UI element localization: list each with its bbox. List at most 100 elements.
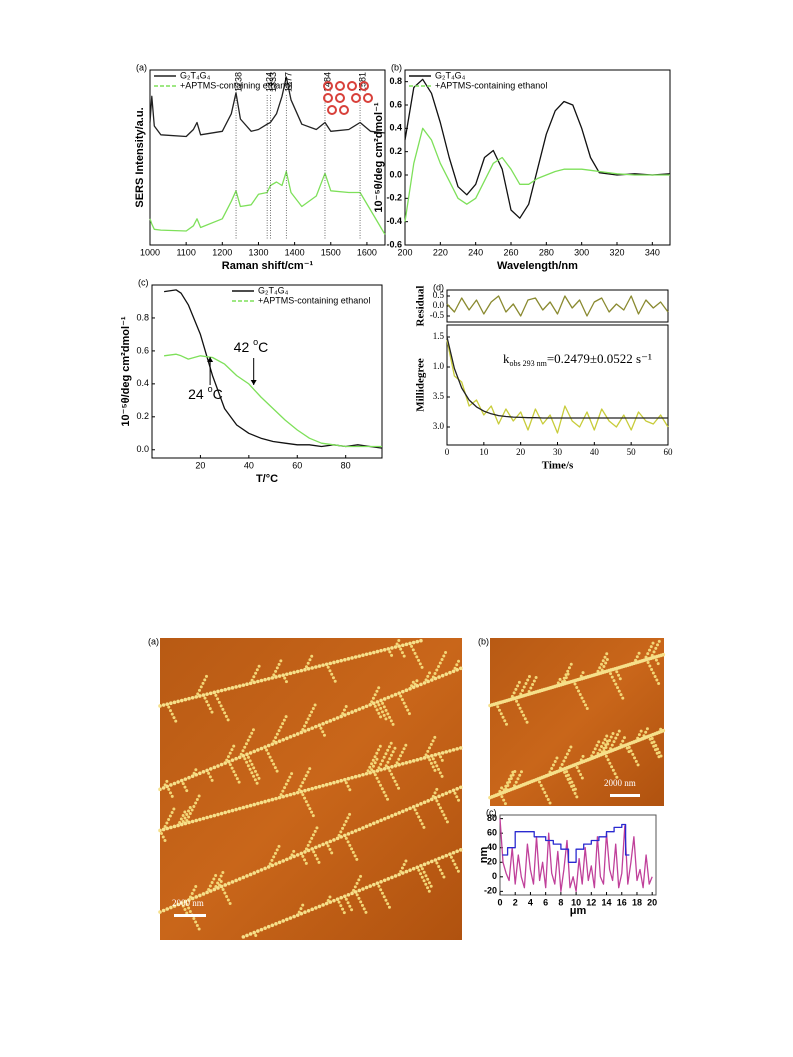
afm-dot — [308, 807, 312, 811]
afm-dot — [274, 675, 278, 679]
afm-dot — [210, 778, 214, 782]
afm-dot — [411, 680, 415, 684]
afm-dot — [389, 719, 393, 723]
afm-dot — [440, 855, 445, 859]
afm-dot — [176, 902, 180, 907]
afm-dot — [424, 753, 428, 757]
afm-dot — [348, 788, 352, 792]
afm-dot — [299, 730, 304, 735]
afm-dot — [611, 768, 615, 772]
afm-dot — [343, 833, 347, 838]
afm-dot — [339, 835, 344, 839]
afm-dot — [527, 674, 531, 678]
afm-dot — [201, 892, 206, 896]
afm-dot — [388, 715, 392, 719]
x-tick-label: 18 — [632, 897, 642, 907]
charts: 1000 1100 1200 1300 1400 1500 1600(a)Raman shi… — [120, 62, 673, 917]
afm-dot — [455, 787, 459, 791]
legend-label: +APTMS-containing ethanol — [258, 295, 370, 305]
afm-dot — [346, 840, 350, 844]
afm-dot — [408, 686, 412, 691]
afm-dot — [453, 791, 457, 795]
afm-dot — [303, 910, 307, 915]
afm-dot — [314, 785, 318, 790]
afm-dot — [400, 866, 404, 870]
afm-dot — [433, 768, 437, 772]
afm-dot — [310, 654, 314, 658]
afm-dot — [288, 735, 293, 739]
x-tick-label: 200 — [397, 247, 412, 257]
afm-dot — [237, 755, 242, 760]
afm-dot — [270, 676, 275, 680]
afm-dot — [179, 901, 184, 905]
afm-dot — [388, 769, 392, 773]
afm-dot — [415, 803, 420, 808]
afm-dot — [567, 666, 571, 670]
afm-dot — [165, 821, 169, 825]
afm-dot — [591, 750, 595, 754]
afm-dot — [417, 815, 421, 819]
afm-dot — [433, 676, 438, 681]
afm-dot — [379, 783, 383, 787]
afm-dot — [564, 755, 568, 759]
afm-dot — [214, 873, 218, 877]
afm-dot — [431, 757, 435, 761]
afm-dot — [654, 646, 658, 650]
afm-dot — [205, 768, 209, 773]
series-line — [404, 78, 671, 219]
afm-dot — [277, 920, 282, 925]
afm-dot — [324, 662, 329, 667]
afm-dot — [315, 826, 319, 830]
afm-dot — [384, 764, 388, 768]
afm-dot — [257, 664, 261, 668]
afm-dot — [266, 865, 271, 869]
afm-dot — [439, 755, 443, 759]
afm-dot — [422, 681, 427, 685]
x-tick-label: 40 — [244, 460, 254, 470]
afm-dot — [413, 651, 417, 655]
afm-dot — [411, 759, 416, 763]
afm-dot — [335, 836, 340, 841]
afm-dot — [631, 752, 635, 756]
afm-dot — [188, 811, 192, 815]
afm-dot — [252, 871, 257, 875]
afm-dot — [646, 661, 650, 665]
afm-dot — [227, 686, 231, 691]
afm-dot — [190, 695, 195, 700]
x-axis-label: T/°C — [256, 473, 278, 485]
afm-dot — [437, 665, 441, 669]
x-axis-label: Time/s — [542, 460, 574, 472]
afm-dot — [637, 651, 641, 655]
x-tick-label: 320 — [609, 247, 624, 257]
afm-dot — [165, 826, 170, 831]
afm-dot — [172, 781, 177, 786]
fit-part: =0.2479±0.0522 s⁻¹ — [547, 351, 652, 366]
afm-dot — [384, 794, 388, 798]
afm-dot — [656, 747, 660, 751]
afm-dot — [415, 865, 420, 870]
y-axis-label: 10⁻⁵θ/deg cm²dmol⁻¹ — [120, 316, 132, 426]
afm-dot — [377, 703, 381, 707]
afm-dot — [317, 723, 322, 727]
afm-dot — [616, 686, 620, 690]
afm-dot — [387, 745, 391, 749]
afm-dot — [216, 697, 220, 701]
afm-dot — [277, 844, 281, 848]
afm-dot — [514, 780, 518, 784]
afm-dot — [312, 850, 316, 854]
afm-dot — [265, 748, 269, 752]
afm-dot — [330, 851, 334, 855]
afm-dot — [516, 684, 520, 688]
afm-dot — [306, 770, 310, 774]
afm-dot — [445, 820, 449, 824]
scale-bar — [174, 914, 206, 917]
afm-dot — [657, 639, 661, 643]
afm-dot — [301, 903, 305, 907]
afm-dot — [201, 681, 205, 685]
y-tick-label: 0.4 — [136, 378, 149, 388]
x-tick-label: 60 — [292, 460, 302, 470]
afm-dot — [181, 904, 185, 908]
afm-dot — [372, 650, 376, 655]
afm-dot — [599, 662, 603, 666]
afm-dot — [422, 825, 426, 829]
